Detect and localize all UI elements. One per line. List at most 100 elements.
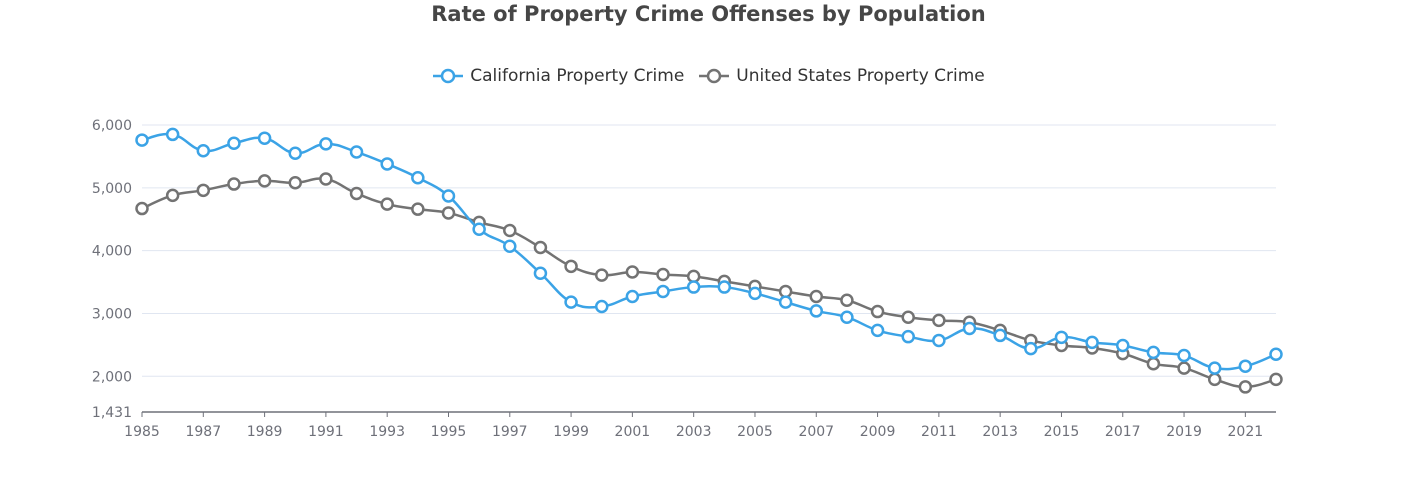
data-point-california-2011[interactable] (932, 333, 946, 348)
data-point-california-1996[interactable] (472, 222, 486, 237)
data-point-united-states-2000[interactable] (594, 268, 609, 282)
x-tick-label: 2021 (1228, 424, 1264, 440)
x-tick-label: 1989 (247, 424, 283, 440)
data-point-california-2022[interactable] (1269, 347, 1283, 362)
x-tick-label: 2011 (921, 424, 957, 440)
legend-label-united-states: United States Property Crime (736, 66, 985, 86)
data-point-united-states-2002[interactable] (656, 267, 670, 282)
data-point-california-1993[interactable] (380, 157, 394, 171)
data-point-united-states-1993[interactable] (380, 197, 394, 211)
data-point-california-1992[interactable] (349, 145, 364, 159)
x-tick-label: 2017 (1105, 424, 1141, 440)
data-point-california-2020[interactable] (1207, 361, 1222, 375)
data-point-united-states-1989[interactable] (257, 174, 272, 188)
y-tick-label: 3,000 (92, 306, 132, 322)
data-point-united-states-2008[interactable] (840, 293, 854, 308)
data-point-united-states-1991[interactable] (319, 172, 333, 186)
data-point-california-1985[interactable] (135, 133, 149, 147)
data-point-united-states-1994[interactable] (411, 202, 425, 216)
data-point-united-states-1998[interactable] (533, 240, 548, 255)
x-tick-label: 1995 (431, 424, 467, 440)
legend-item-california[interactable]: California Property Crime (432, 66, 684, 86)
x-tick-label: 1987 (185, 424, 221, 440)
data-point-united-states-1995[interactable] (441, 206, 456, 220)
x-tick-label: 2013 (982, 424, 1018, 440)
x-tick-label: 2003 (676, 424, 712, 440)
data-point-california-2010[interactable] (901, 329, 915, 344)
data-point-united-states-2007[interactable] (809, 289, 824, 304)
data-point-california-1997[interactable] (503, 239, 517, 253)
y-tick-label: 1,431 (92, 405, 132, 421)
x-tick-label: 1999 (553, 424, 589, 440)
data-point-united-states-2011[interactable] (932, 313, 946, 328)
series-line-united-states (141, 177, 1277, 389)
series-united-states (135, 172, 1283, 394)
data-point-california-1988[interactable] (227, 136, 241, 150)
data-point-california-2015[interactable] (1054, 330, 1069, 345)
x-axis: 1985 1987 1989 1991 1993 1995 1997 1999 2001 2003… (124, 411, 1276, 440)
legend-item-united-states[interactable]: United States Property Crime (698, 66, 985, 86)
y-tick-label: 5,000 (92, 181, 132, 197)
data-point-california-2021[interactable] (1238, 359, 1253, 373)
y-tick-label: 6,000 (92, 118, 132, 134)
data-point-california-1989[interactable] (257, 131, 272, 145)
data-point-california-2009[interactable] (870, 323, 885, 338)
series-california (135, 127, 1283, 375)
x-tick-label: 2015 (1044, 424, 1080, 440)
data-point-california-2008[interactable] (840, 310, 854, 324)
data-point-united-states-2009[interactable] (870, 304, 885, 319)
data-point-california-2006[interactable] (778, 295, 793, 309)
data-point-california-2007[interactable] (809, 304, 824, 318)
data-point-california-1991[interactable] (319, 137, 333, 151)
legend-marker-california-icon (433, 68, 464, 84)
data-point-united-states-2021[interactable] (1238, 380, 1253, 394)
data-point-united-states-2019[interactable] (1177, 361, 1191, 375)
data-point-california-2004[interactable] (717, 280, 732, 294)
x-tick-label: 1985 (124, 424, 160, 440)
data-point-united-states-1990[interactable] (288, 176, 302, 190)
data-point-california-2014[interactable] (1024, 341, 1038, 356)
data-point-california-1990[interactable] (288, 146, 302, 161)
data-point-california-1995[interactable] (441, 189, 456, 203)
data-point-united-states-1986[interactable] (165, 188, 180, 203)
data-point-united-states-1988[interactable] (227, 177, 241, 191)
data-point-california-2000[interactable] (594, 299, 609, 314)
data-point-united-states-2022[interactable] (1269, 372, 1283, 387)
data-point-united-states-1997[interactable] (503, 223, 517, 238)
data-point-united-states-2003[interactable] (686, 269, 701, 284)
data-point-united-states-1985[interactable] (135, 201, 149, 216)
data-point-california-2002[interactable] (656, 284, 670, 299)
data-point-california-1994[interactable] (411, 171, 425, 185)
data-point-california-2017[interactable] (1116, 338, 1130, 353)
data-point-united-states-1999[interactable] (564, 259, 578, 274)
data-point-california-2016[interactable] (1085, 335, 1099, 350)
data-point-california-1986[interactable] (165, 127, 180, 142)
data-point-united-states-1992[interactable] (349, 186, 364, 201)
data-point-united-states-2006[interactable] (778, 284, 793, 299)
data-point-united-states-2020[interactable] (1207, 372, 1222, 387)
x-tick-label: 1997 (492, 424, 528, 440)
y-axis: 1,431 2,000 3,000 4,000 5,000 6,000 (92, 118, 132, 421)
x-tick-label: 2005 (737, 424, 773, 440)
legend-label-california: California Property Crime (470, 66, 685, 86)
data-point-california-2013[interactable] (993, 328, 1007, 343)
data-point-united-states-2018[interactable] (1146, 356, 1161, 371)
legend-marker-united-states-icon (699, 68, 730, 84)
x-tick-label: 1993 (369, 424, 405, 440)
data-point-california-2005[interactable] (748, 286, 762, 301)
data-point-united-states-1987[interactable] (196, 183, 211, 198)
data-point-california-2003[interactable] (686, 280, 701, 294)
data-point-united-states-2010[interactable] (901, 310, 915, 324)
data-point-california-2019[interactable] (1177, 348, 1191, 363)
y-tick-label: 4,000 (92, 244, 132, 260)
data-point-united-states-2001[interactable] (625, 265, 640, 279)
data-point-california-1999[interactable] (564, 295, 578, 309)
data-point-california-1987[interactable] (196, 144, 211, 158)
data-point-california-2001[interactable] (625, 289, 640, 304)
data-point-california-1998[interactable] (533, 266, 548, 280)
data-point-california-2018[interactable] (1146, 345, 1161, 360)
data-point-california-2012[interactable] (962, 321, 977, 336)
chart-legend: California Property Crime United States … (0, 66, 1417, 86)
series-group (135, 127, 1283, 394)
